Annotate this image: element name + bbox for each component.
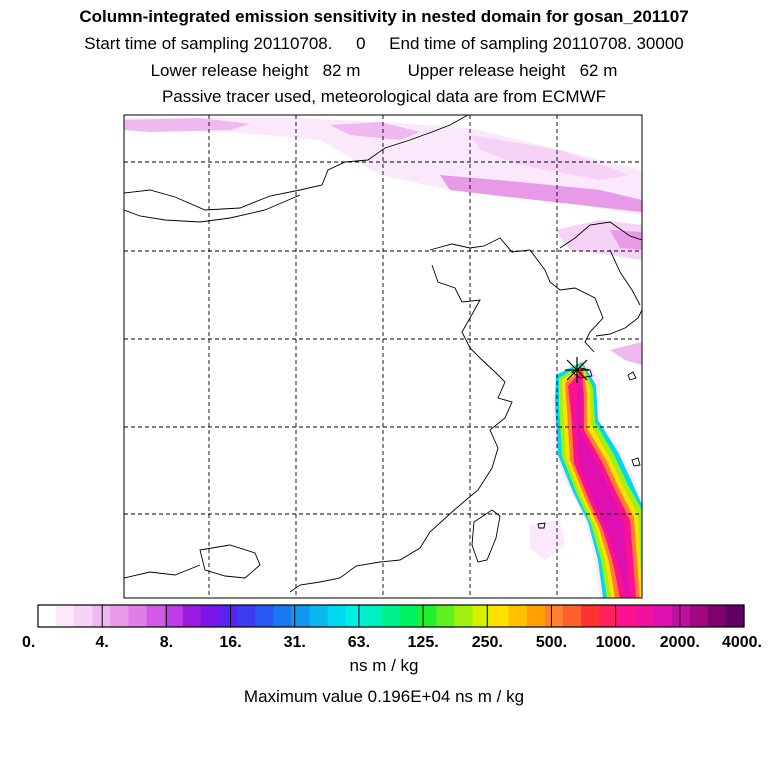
tracer-info: Passive tracer used, meteorological data… [161,87,607,106]
colorbar-tick-label: 16. [219,634,241,651]
max-value-label: Maximum value 0.196E+04 ns m / kg [243,687,525,706]
colorbar-tick-label: 1000. [596,634,636,651]
colorbar-tick-label: 125. [408,634,439,651]
colorbar-units: ns m / kg [349,656,419,675]
colorbar-swatch [128,605,148,627]
colorbar-swatch [291,605,311,627]
colorbar-swatch [671,605,691,627]
colorbar-swatch [237,605,256,627]
star-marker-icon [565,357,589,383]
graticule [124,115,642,598]
main-plume [552,360,642,598]
colorbar-swatch [200,605,220,627]
colorbar-swatch [363,605,383,627]
colorbar: 0. 4. 8. 16. 31. 63. 125. 250. 500. 1000. 2000. 400… [22,604,762,651]
colorbar-swatch [182,605,202,627]
colorbar-tick-label: 4. [96,634,109,651]
sensitivity-field [124,118,642,598]
colorbar-swatch [544,605,564,627]
colorbar-swatch [581,605,600,627]
colorbar-tick-label: 31. [284,634,306,651]
colorbar-swatch [345,605,365,627]
coastlines [124,115,642,593]
colorbar-swatch [436,605,455,627]
colorbar-tick-label: 250. [472,634,503,651]
colorbar-swatch [92,605,112,627]
plot-title: Column-integrated emission sensitivity i… [79,7,689,26]
colorbar-swatch [74,605,93,627]
colorbar-swatch [273,605,293,627]
colorbar-tick-label: 63. [348,634,370,651]
colorbar-swatch [255,605,274,627]
colorbar-tick-labels: 0. 4. 8. 16. 31. 63. 125. 250. 500. 1000. 2000. 400… [22,634,762,651]
colorbar-tick-label: 8. [160,634,173,651]
sampling-time-info: Start time of sampling 20110708. 0 End t… [84,34,684,53]
colorbar-swatch [689,605,709,627]
colorbar-swatch [219,605,238,627]
colorbar-swatch [707,605,727,627]
colorbar-tick-label: 500. [536,634,567,651]
colorbar-swatch [327,605,347,627]
release-height-info: Lower release height 82 m Upper release … [150,61,618,80]
colorbar-swatch [400,605,419,627]
colorbar-swatch [146,605,166,627]
colorbar-swatch [381,605,401,627]
colorbar-swatch [309,605,329,627]
colorbar-swatch [725,605,745,627]
colorbar-swatch [508,605,528,627]
colorbar-swatch [653,605,673,627]
map-frame [123,114,643,599]
colorbar-swatch [635,605,655,627]
colorbar-swatch [454,605,474,627]
colorbar-swatch [617,605,636,627]
colorbar-swatch [562,605,582,627]
colorbar-swatch [164,605,184,627]
colorbar-swatch [110,605,130,627]
colorbar-swatch [38,605,57,627]
colorbar-tick-label: 2000. [660,634,700,651]
colorbar-tick-label: 4000. [722,634,762,651]
colorbar-swatch [599,605,618,627]
colorbar-swatch [490,605,510,627]
colorbar-swatch [418,605,437,627]
colorbar-swatches [38,605,745,627]
colorbar-swatch [56,605,75,627]
colorbar-tick-label: 0. [22,634,35,651]
colorbar-swatch [472,605,492,627]
colorbar-frame [37,604,745,628]
colorbar-swatch [526,605,546,627]
